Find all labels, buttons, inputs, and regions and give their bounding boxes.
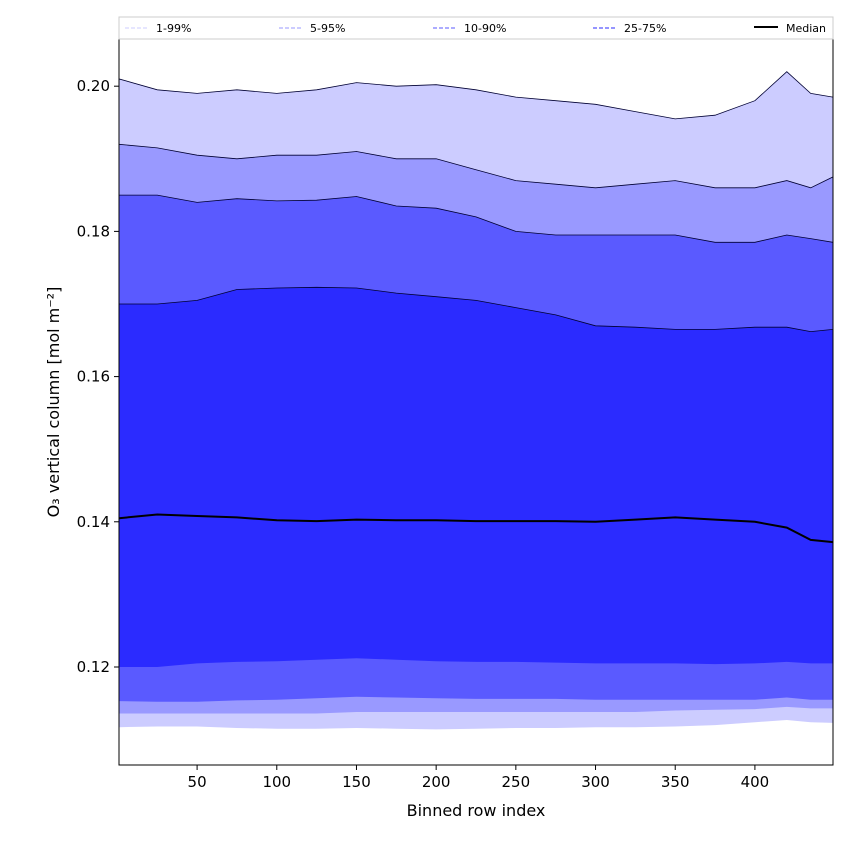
legend: 1-99% 5-95% 10-90% 25-75% Median <box>118 16 834 40</box>
percentile-bands <box>119 71 833 730</box>
legend-label-5-95: 5-95% <box>310 22 345 35</box>
legend-label-median: Median <box>786 22 826 35</box>
x-tick-label: 150 <box>342 773 371 791</box>
band-upper-edge-5-95 <box>119 143 833 189</box>
y-tick-label: 0.18 <box>77 222 110 240</box>
legend-frame <box>118 16 834 40</box>
y-tick-label: 0.20 <box>77 77 110 95</box>
y-tick-label: 0.12 <box>77 658 110 676</box>
x-tick-label: 400 <box>741 773 770 791</box>
band-upper-edge-10-90 <box>119 194 833 243</box>
band-upper-edge-25-75 <box>119 286 833 333</box>
x-tick-label: 200 <box>422 773 451 791</box>
band-25-75 <box>119 287 833 667</box>
y-tick-label: 0.16 <box>77 368 110 386</box>
x-tick-label: 350 <box>661 773 690 791</box>
median-layer <box>119 513 833 544</box>
x-tick-label: 50 <box>188 773 207 791</box>
y-axis-label: O₃ vertical column [mol m⁻²] <box>44 287 63 518</box>
y-tick-label: 0.14 <box>77 513 110 531</box>
legend-label-1-99: 1-99% <box>156 22 191 35</box>
x-axis: 50 100 150 200 250 300 350 400 <box>188 765 770 791</box>
x-tick-label: 300 <box>581 773 610 791</box>
band-upper-edge-1-99 <box>119 71 833 120</box>
legend-label-25-75: 25-75% <box>624 22 666 35</box>
median-line <box>119 513 833 544</box>
x-axis-label: Binned row index <box>407 801 546 820</box>
x-tick-label: 100 <box>262 773 291 791</box>
legend-label-10-90: 10-90% <box>464 22 506 35</box>
x-tick-label: 250 <box>502 773 531 791</box>
y-axis: 0.12 0.14 0.16 0.18 0.20 <box>77 77 119 676</box>
